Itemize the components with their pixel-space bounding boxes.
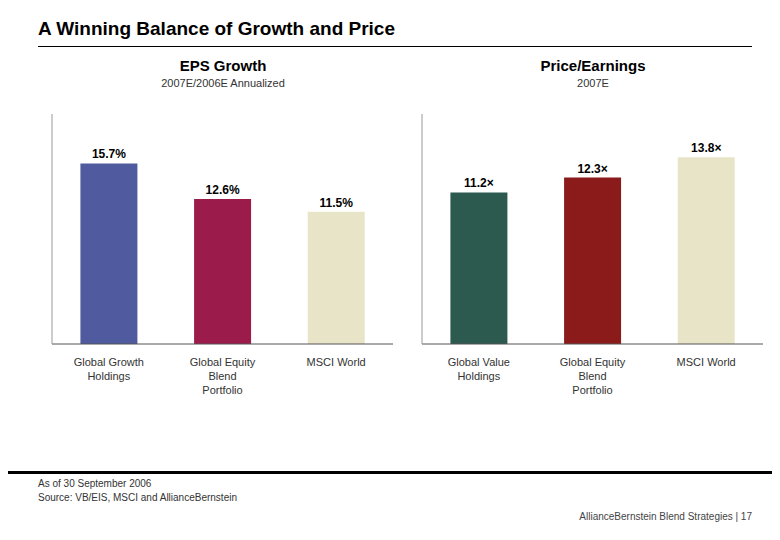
svg-text:11.2×: 11.2×: [464, 176, 494, 190]
svg-text:Global EquityBlendPortfolio: Global EquityBlendPortfolio: [560, 356, 626, 396]
svg-text:Global ValueHoldings: Global ValueHoldings: [448, 356, 510, 382]
svg-text:Global EquityBlendPortfolio: Global EquityBlendPortfolio: [190, 356, 256, 396]
html-text:Price/Earnings: Price/Earnings: [540, 57, 646, 74]
svg-text:15.7%: 15.7%: [92, 147, 126, 161]
html-text:2007E: 2007E: [577, 77, 609, 89]
html-text:Source: VB/EIS, MSCI and Allia: Source: VB/EIS, MSCI and AllianceBernste…: [38, 492, 237, 503]
svg-text:12.6%: 12.6%: [206, 183, 240, 197]
html-text:AllianceBernstein Blend Strate: AllianceBernstein Blend Strategies | 17: [579, 511, 752, 522]
svg-text:13.8×: 13.8×: [691, 141, 721, 155]
svg-text:Global GrowthHoldings: Global GrowthHoldings: [74, 356, 144, 382]
svg-text:11.5%: 11.5%: [320, 196, 354, 210]
svg-text:MSCI World: MSCI World: [677, 356, 736, 368]
svg-text:MSCI World: MSCI World: [307, 356, 366, 368]
svg-text:12.3×: 12.3×: [577, 162, 607, 176]
html-text:A Winning Balance of Growth an: A Winning Balance of Growth and Price: [38, 18, 395, 39]
html-text:As of 30 September 2006: As of 30 September 2006: [38, 478, 152, 489]
html-text:2007E/2006E Annualized: 2007E/2006E Annualized: [161, 77, 285, 89]
html-text:EPS Growth: EPS Growth: [179, 57, 267, 74]
